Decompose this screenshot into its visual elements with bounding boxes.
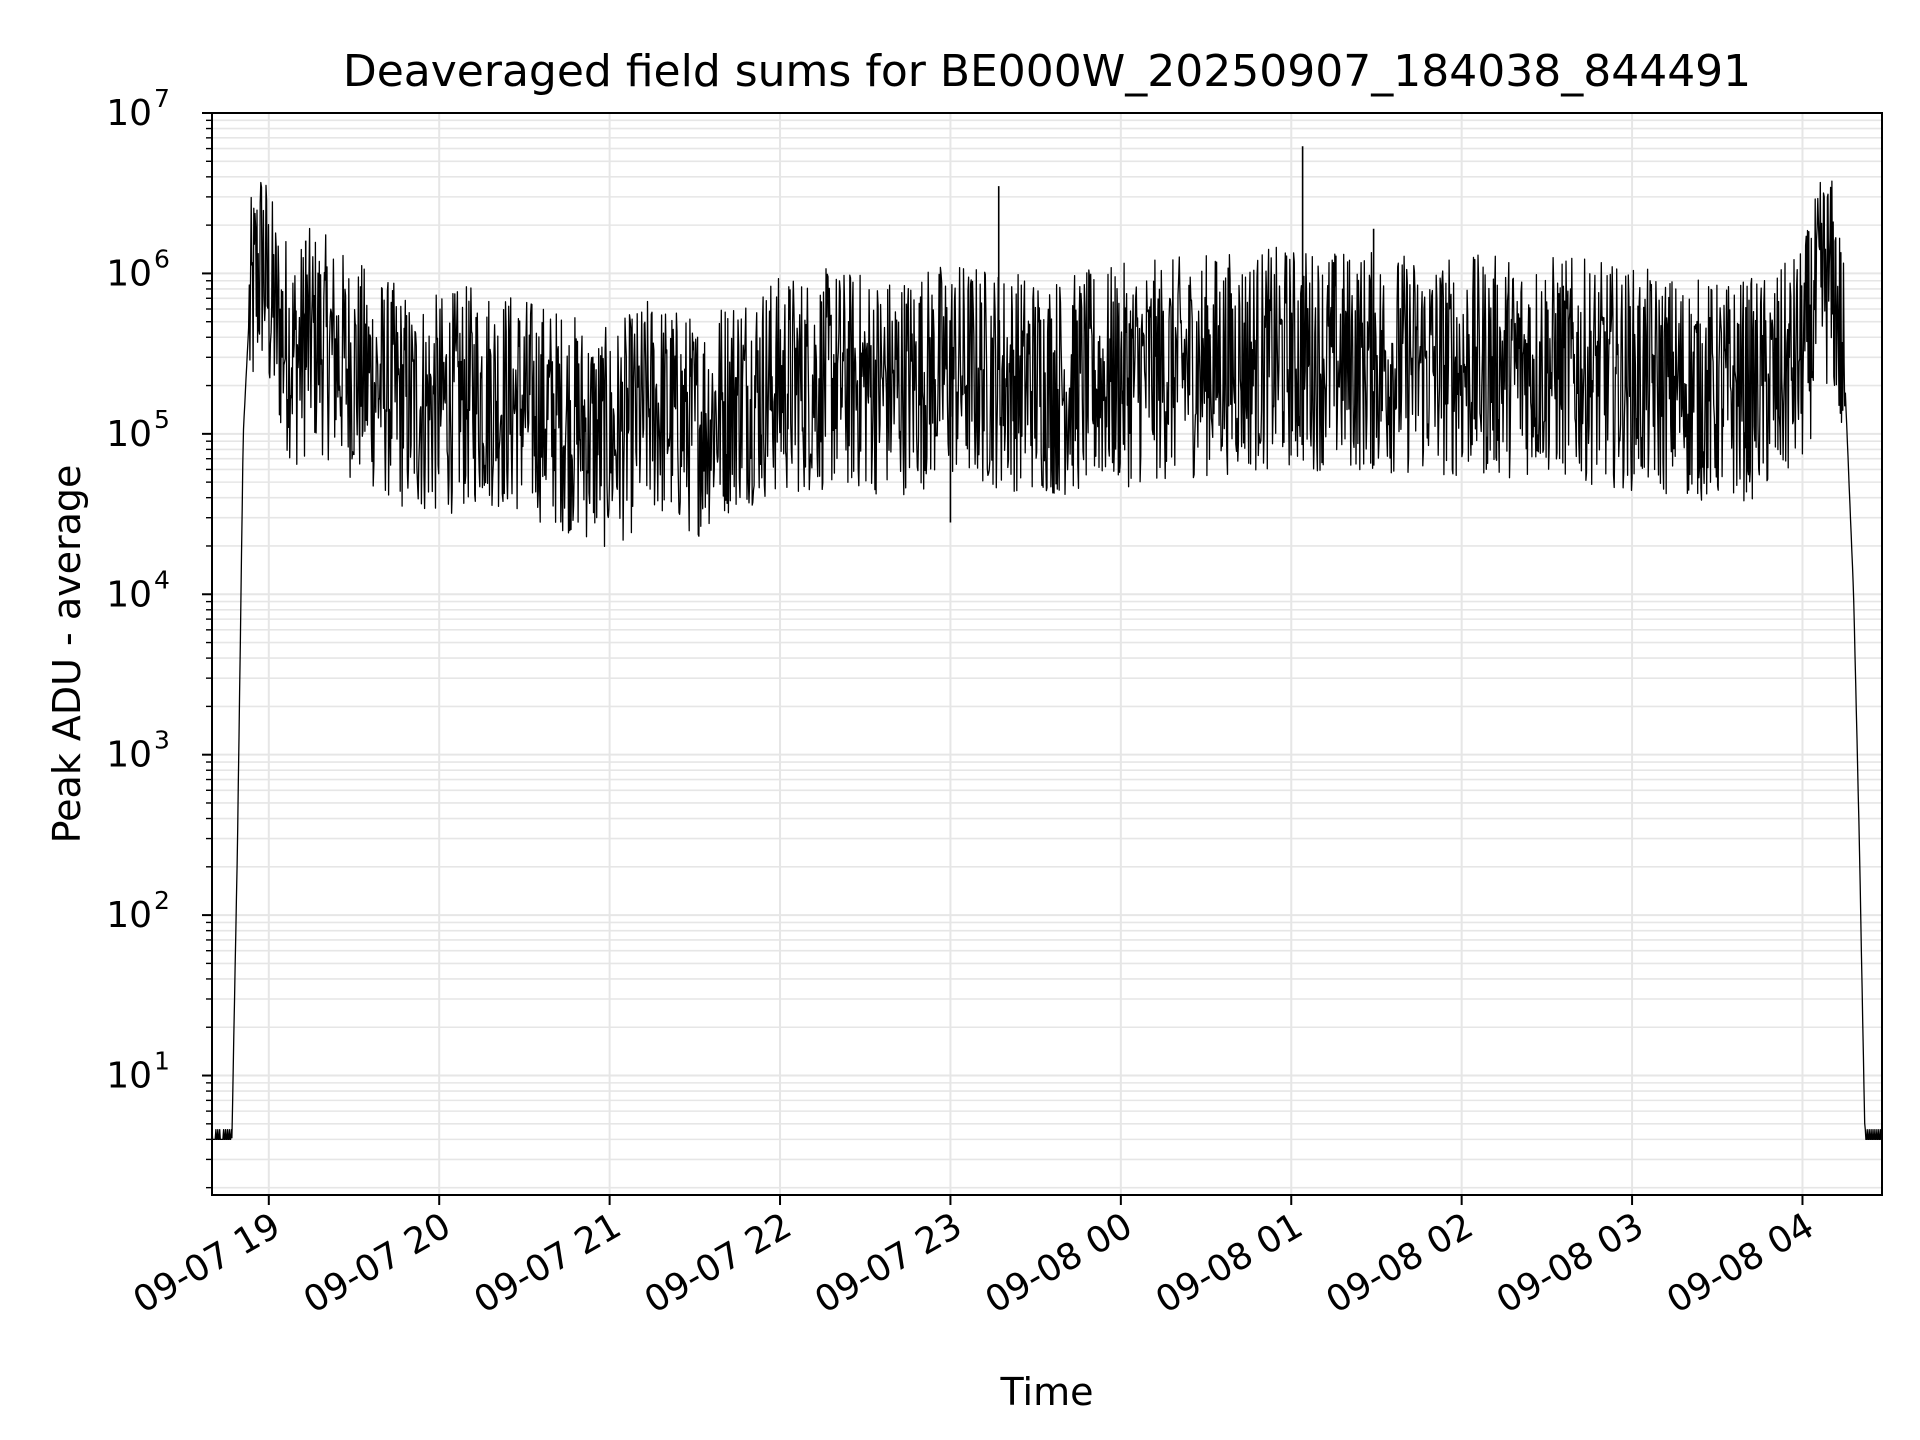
y-tick-exponent: 4 <box>154 565 170 594</box>
grid <box>212 112 1882 1195</box>
y-tick-exponent: 6 <box>154 244 170 273</box>
y-tick-exponent: 3 <box>154 726 170 755</box>
plot-frame <box>211 112 1883 1196</box>
y-tick-exponent: 7 <box>154 84 170 113</box>
y-tick-label: 10 <box>106 735 152 776</box>
x-axis-label: Time <box>1000 1370 1094 1414</box>
y-axis-label: Peak ADU - average <box>45 465 89 844</box>
data-series <box>211 146 1883 1141</box>
y-tick-label: 10 <box>106 414 152 455</box>
y-tick-label: 10 <box>106 1056 152 1097</box>
y-tick-exponent: 1 <box>154 1047 170 1076</box>
y-tick-label: 10 <box>106 253 152 294</box>
y-tick-exponent: 5 <box>154 405 170 434</box>
y-tick-exponent: 2 <box>154 886 170 915</box>
series-line <box>211 180 1883 1141</box>
y-tick-label: 10 <box>106 93 152 134</box>
chart-title: Deaveraged field sums for BE000W_2025090… <box>343 46 1751 97</box>
y-tick-label: 10 <box>106 895 152 936</box>
y-tick-label: 10 <box>106 574 152 615</box>
